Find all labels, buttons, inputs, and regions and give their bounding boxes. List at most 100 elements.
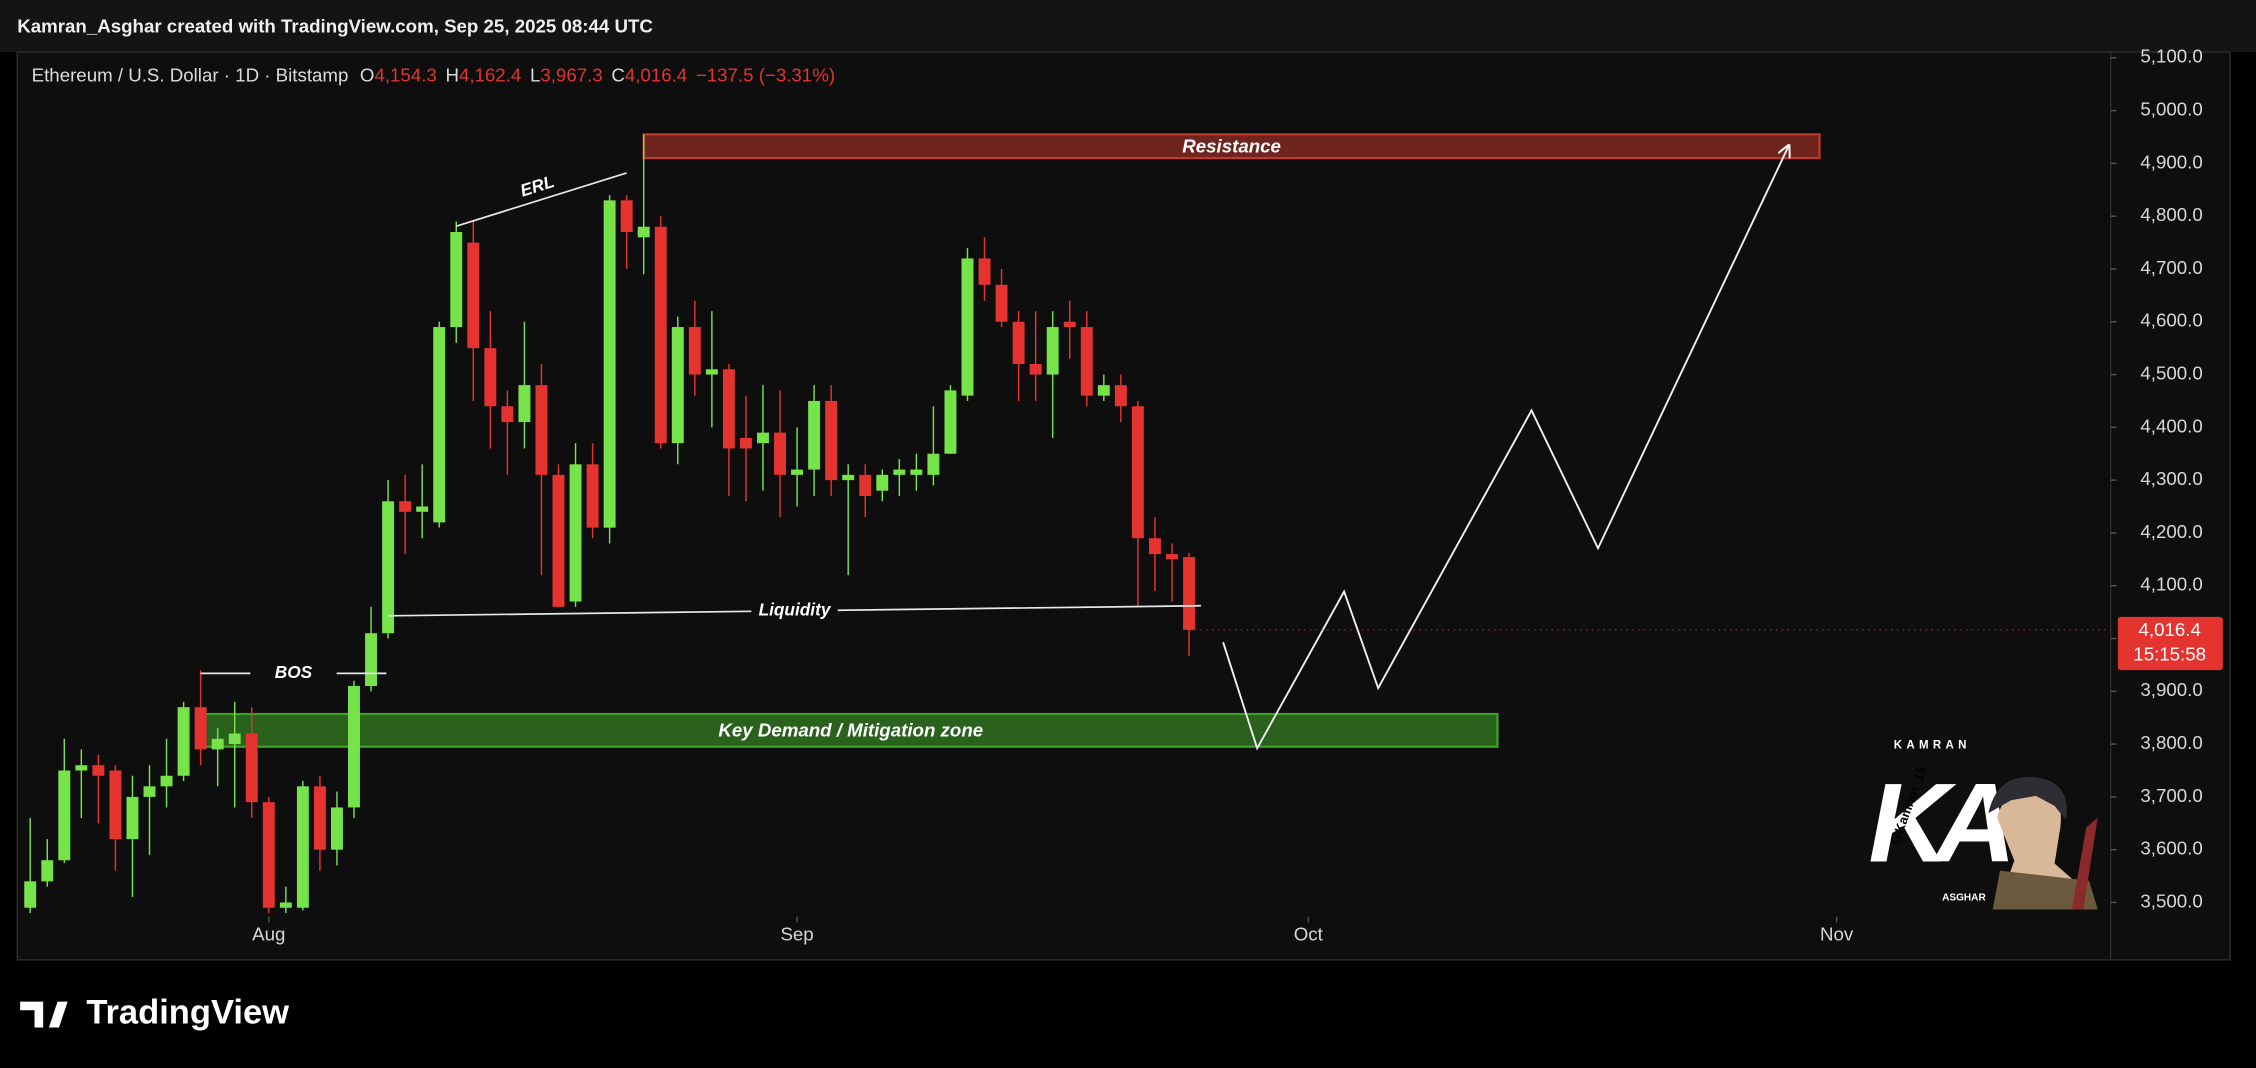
y-tick-label: 3,700.0 xyxy=(2140,785,2202,806)
candle-body xyxy=(228,733,241,745)
candle-body xyxy=(126,796,139,840)
candle-body xyxy=(1131,406,1144,539)
candle-body xyxy=(757,432,769,444)
candle-body xyxy=(808,400,821,470)
candle-body xyxy=(1029,364,1042,375)
candle-body xyxy=(58,770,71,861)
legend-key: C xyxy=(611,64,625,85)
watermark-logo: KA xyxy=(1868,759,2008,885)
annotation-label-bg xyxy=(250,661,337,685)
candle-body xyxy=(842,474,855,481)
candle-body xyxy=(330,807,343,850)
y-tick-label: 3,600.0 xyxy=(2140,838,2202,859)
avatar-body xyxy=(1992,870,2098,910)
candle-body xyxy=(296,786,309,908)
candle-body xyxy=(262,802,275,908)
y-tick-label: 4,800.0 xyxy=(2140,204,2202,225)
candle-body xyxy=(211,738,224,750)
candle-body xyxy=(1097,385,1110,396)
candle-body xyxy=(961,258,974,396)
candle-body xyxy=(1012,321,1025,365)
candle-body xyxy=(450,232,463,328)
candle-body xyxy=(910,469,923,475)
countdown: 15:15:58 xyxy=(2133,644,2206,665)
legend-value: 4,162.4 xyxy=(459,64,521,85)
candle-body xyxy=(433,327,446,523)
candle-body xyxy=(637,226,650,238)
candle-body xyxy=(1046,327,1059,375)
candle-body xyxy=(399,501,412,512)
candle-body xyxy=(365,633,378,687)
zone-label: Resistance xyxy=(1182,136,1281,157)
legend: Ethereum / U.S. Dollar · 1D · Bitstamp O4… xyxy=(32,64,835,85)
legend-key: O xyxy=(360,64,375,85)
legend-key: H xyxy=(445,64,458,85)
candle-body xyxy=(501,406,514,423)
y-tick-label: 3,800.0 xyxy=(2140,732,2202,753)
projection-path xyxy=(1222,145,1789,751)
candle-body xyxy=(1183,557,1195,630)
candle-body xyxy=(348,686,360,808)
avatar-hair xyxy=(1988,776,2067,821)
candle-body xyxy=(927,453,940,475)
candle-body xyxy=(1063,321,1076,328)
candle-body xyxy=(92,765,105,776)
legend-value: 3,967.3 xyxy=(540,64,602,85)
candle-body xyxy=(1080,327,1093,396)
candle-body xyxy=(1114,385,1127,407)
candle-body xyxy=(586,464,599,528)
candle-body xyxy=(876,474,889,491)
candle-body xyxy=(177,707,190,776)
candle-body xyxy=(313,786,326,850)
y-tick-label: 4,500.0 xyxy=(2140,362,2202,383)
candle-body xyxy=(620,200,633,233)
candle-body xyxy=(859,474,872,496)
y-tick-label: 5,000.0 xyxy=(2140,99,2202,120)
brand-logo: TradingView xyxy=(20,994,289,1032)
y-tick-label: 4,300.0 xyxy=(2140,468,2202,489)
candle-body xyxy=(893,469,906,475)
y-tick-label: 3,900.0 xyxy=(2140,679,2202,700)
last-price: 4,016.4 xyxy=(2138,619,2200,640)
candle-body xyxy=(722,369,735,449)
zone-label: Key Demand / Mitigation zone xyxy=(718,720,983,741)
plot: Ethereum / U.S. Dollar · 1D · Bitstamp O4… xyxy=(24,46,2223,944)
annotation-label: BOS xyxy=(275,662,313,682)
candle-body xyxy=(75,765,88,771)
candle-body xyxy=(518,385,531,423)
candle-body xyxy=(467,242,480,349)
y-tick-label: 3,500.0 xyxy=(2140,890,2202,911)
candle-body xyxy=(24,881,37,908)
candle-body xyxy=(484,348,497,407)
x-tick-label: Oct xyxy=(1294,923,1324,944)
candle-body xyxy=(552,474,565,607)
y-tick-label: 4,200.0 xyxy=(2140,521,2202,542)
avatar-weapon xyxy=(2071,817,2098,910)
legend-change: −137.5 (−3.31%) xyxy=(696,64,835,85)
candle-body xyxy=(603,200,616,528)
y-tick-label: 4,100.0 xyxy=(2140,574,2202,595)
x-tick-label: Sep xyxy=(780,923,813,944)
candle-body xyxy=(774,432,786,475)
watermark-bottom: ASGHAR xyxy=(1942,893,1986,904)
y-tick-label: 4,600.0 xyxy=(2140,310,2202,331)
candle-body xyxy=(245,733,258,803)
candle-body xyxy=(739,437,752,449)
candle-body xyxy=(671,327,684,444)
candle-body xyxy=(143,786,156,797)
candle-body xyxy=(944,390,957,454)
candle-body xyxy=(654,226,667,444)
candle-body xyxy=(825,400,838,481)
x-tick-label: Aug xyxy=(252,923,285,944)
candle-body xyxy=(382,501,395,634)
candle-body xyxy=(279,902,292,908)
annotation-label-bg xyxy=(751,599,838,623)
candle-body xyxy=(416,506,429,512)
candle-body xyxy=(569,464,582,602)
y-tick-label: 4,700.0 xyxy=(2140,257,2202,278)
candle-body xyxy=(688,327,701,375)
x-tick-label: Nov xyxy=(1820,923,1854,944)
y-tick-label: 5,100.0 xyxy=(2140,46,2202,67)
